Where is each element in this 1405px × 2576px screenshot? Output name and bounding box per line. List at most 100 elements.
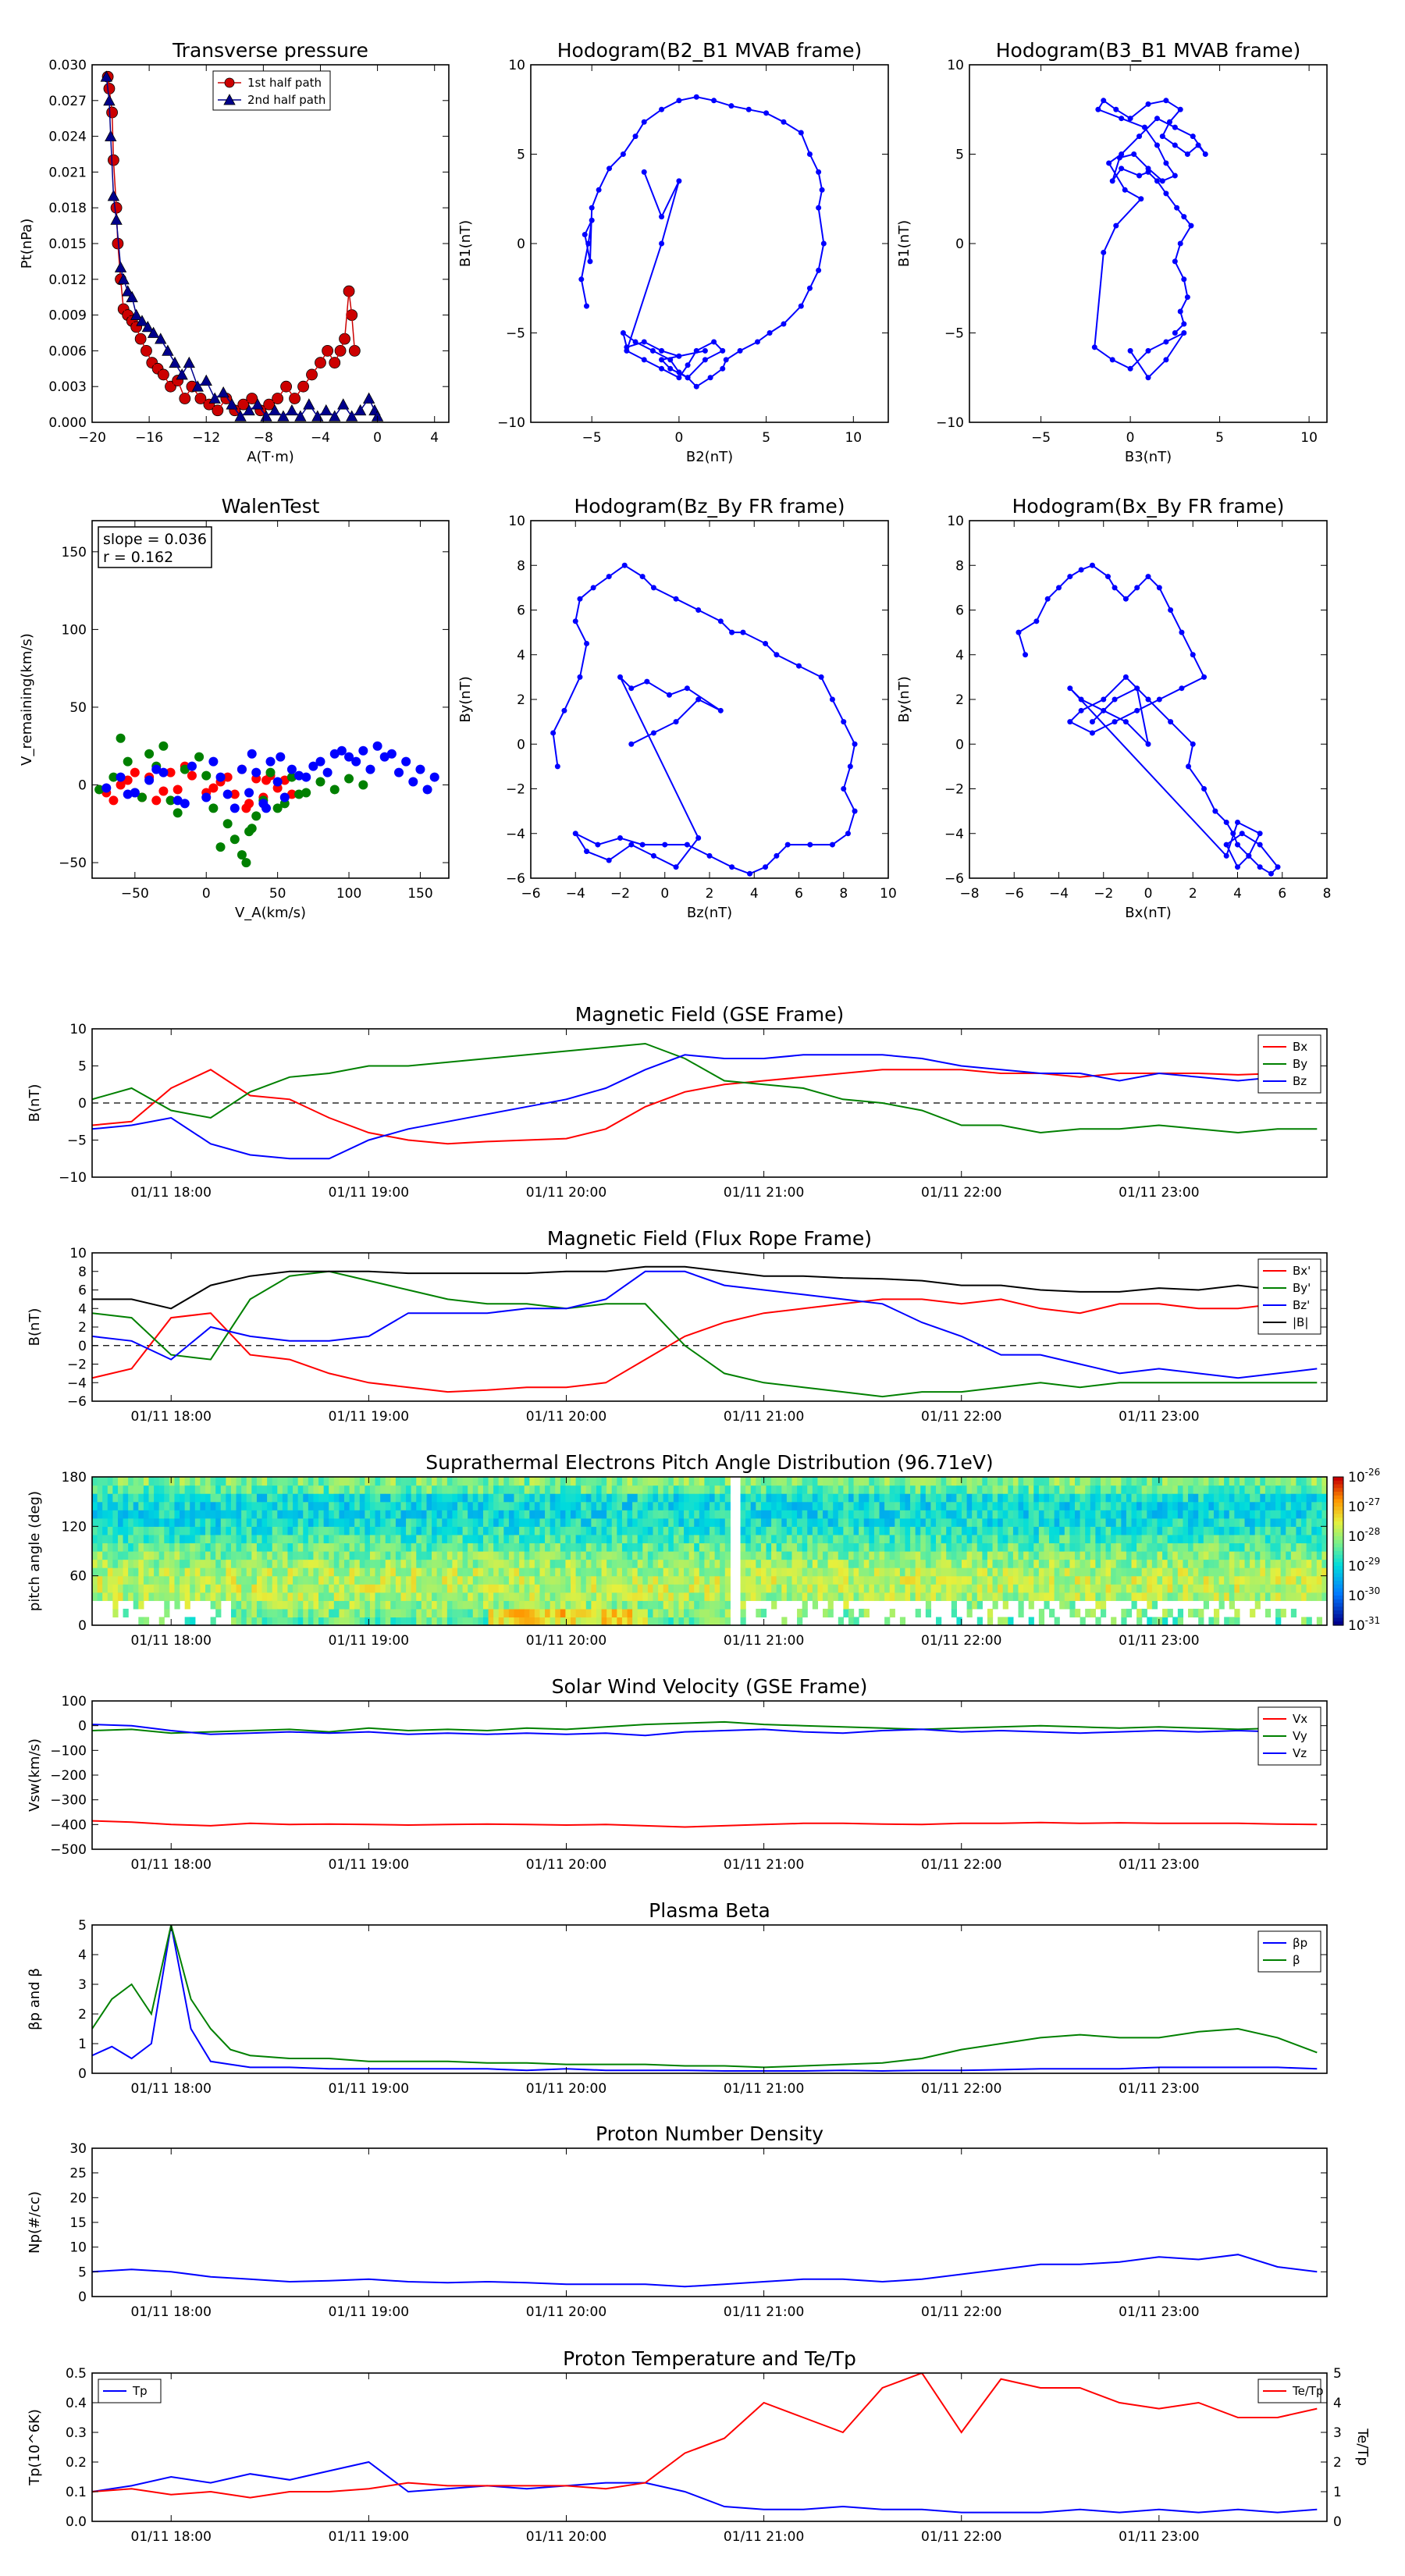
pad-cell bbox=[863, 1575, 870, 1585]
pad-cell bbox=[503, 1559, 510, 1568]
pad-cell bbox=[236, 1608, 242, 1618]
pad-cell bbox=[92, 1501, 98, 1510]
pad-cell bbox=[1141, 1592, 1147, 1601]
pad-cell bbox=[998, 1575, 1004, 1585]
pad-cell bbox=[164, 1526, 170, 1535]
pad-cell bbox=[1028, 1551, 1034, 1560]
pad-cell bbox=[174, 1584, 180, 1593]
hodo1-point bbox=[702, 347, 708, 354]
pad-cell bbox=[673, 1608, 680, 1618]
pad-cell bbox=[1100, 1485, 1107, 1494]
pad-cell bbox=[611, 1477, 617, 1486]
pad-cell bbox=[1203, 1559, 1209, 1568]
pad-cell bbox=[128, 1551, 134, 1560]
pad-cell bbox=[308, 1542, 315, 1552]
pad-cell bbox=[848, 1477, 855, 1486]
hodo1-point bbox=[693, 347, 699, 354]
pad-cell bbox=[1121, 1617, 1127, 1625]
pad-cell bbox=[941, 1501, 947, 1510]
pad-cell bbox=[688, 1617, 695, 1625]
pad-cell bbox=[1270, 1510, 1276, 1519]
pad-cell bbox=[575, 1534, 582, 1544]
hodo2-point bbox=[1184, 294, 1190, 301]
pad-cell bbox=[838, 1493, 844, 1503]
pad-cell bbox=[472, 1526, 478, 1535]
pad-cell bbox=[617, 1600, 623, 1610]
pad-cell bbox=[781, 1510, 788, 1519]
pad-cell bbox=[117, 1575, 124, 1585]
pad-cell bbox=[1049, 1608, 1055, 1618]
pad-cell bbox=[1033, 1592, 1040, 1601]
pad-cell bbox=[1183, 1501, 1189, 1510]
pad-cell bbox=[339, 1584, 345, 1593]
pad-cell bbox=[982, 1567, 988, 1577]
pad-cell bbox=[194, 1551, 201, 1560]
pad-cell bbox=[1260, 1485, 1266, 1494]
pad-cell bbox=[1059, 1510, 1065, 1519]
pad-cell bbox=[571, 1551, 577, 1560]
pad-cell bbox=[123, 1493, 129, 1503]
pad-cell bbox=[658, 1542, 664, 1552]
pad-cell bbox=[1105, 1485, 1112, 1494]
pad-cell bbox=[843, 1584, 849, 1593]
pad-cell bbox=[684, 1617, 690, 1625]
pad-cell bbox=[503, 1567, 510, 1577]
pad-cell bbox=[591, 1600, 597, 1610]
hodo3-point bbox=[695, 607, 702, 613]
pad-cell bbox=[601, 1477, 607, 1486]
pad-cell bbox=[1162, 1501, 1168, 1510]
pad-cell bbox=[555, 1510, 561, 1519]
pad-cell bbox=[961, 1501, 968, 1510]
pad-cell bbox=[1172, 1575, 1179, 1585]
pad-cell bbox=[1126, 1551, 1133, 1560]
pad-cell bbox=[539, 1485, 546, 1494]
pad-cell bbox=[781, 1542, 788, 1552]
pad-cell bbox=[668, 1559, 674, 1568]
pad-cell bbox=[936, 1517, 942, 1527]
pad-cell bbox=[591, 1608, 597, 1618]
pad-cell bbox=[503, 1517, 510, 1527]
pad-cell bbox=[550, 1608, 556, 1618]
pad-cell bbox=[411, 1567, 417, 1577]
pad-cell bbox=[498, 1600, 504, 1610]
walen-ytick-label: 150 bbox=[62, 545, 87, 560]
pad-cell bbox=[621, 1501, 628, 1510]
pad-cell bbox=[426, 1617, 432, 1625]
pad-cell bbox=[976, 1592, 983, 1601]
pad-cell bbox=[946, 1542, 952, 1552]
hodo4-point bbox=[1112, 585, 1118, 591]
pad-cell bbox=[220, 1477, 226, 1486]
pad-cell bbox=[1018, 1559, 1024, 1568]
pad-cell bbox=[102, 1510, 108, 1519]
pad-cell bbox=[606, 1542, 613, 1552]
pad-cell bbox=[987, 1584, 994, 1593]
pad-cell bbox=[1023, 1592, 1030, 1601]
pad-cell bbox=[853, 1477, 859, 1486]
pad-cell bbox=[1018, 1608, 1024, 1618]
pad-cell bbox=[333, 1493, 340, 1503]
pad-cell bbox=[617, 1485, 623, 1494]
pad-cell bbox=[1167, 1567, 1173, 1577]
pad-cell bbox=[246, 1510, 252, 1519]
pad-cell bbox=[375, 1477, 381, 1486]
pad-cell bbox=[781, 1485, 788, 1494]
pad-cell bbox=[406, 1608, 412, 1618]
hodo1-point bbox=[781, 321, 787, 327]
walen-ylabel: V_remaining(km/s) bbox=[19, 633, 35, 766]
hodo2-point bbox=[1145, 347, 1151, 354]
pad-cell bbox=[859, 1542, 865, 1552]
pad-cell bbox=[704, 1542, 710, 1552]
pad-cell bbox=[1280, 1559, 1286, 1568]
pad-cell bbox=[786, 1477, 793, 1486]
pad-cell bbox=[951, 1592, 957, 1601]
pad-cell bbox=[1213, 1542, 1220, 1552]
pad-cell bbox=[1059, 1477, 1065, 1486]
hodo1-point bbox=[767, 330, 773, 336]
pt-axes-frame bbox=[91, 64, 450, 423]
pad-cell bbox=[786, 1575, 793, 1585]
np-ylabel: Np(#/cc) bbox=[27, 2191, 43, 2254]
pad-cell bbox=[411, 1485, 417, 1494]
pad-cell bbox=[369, 1559, 376, 1568]
hodo4-point bbox=[1101, 707, 1107, 713]
